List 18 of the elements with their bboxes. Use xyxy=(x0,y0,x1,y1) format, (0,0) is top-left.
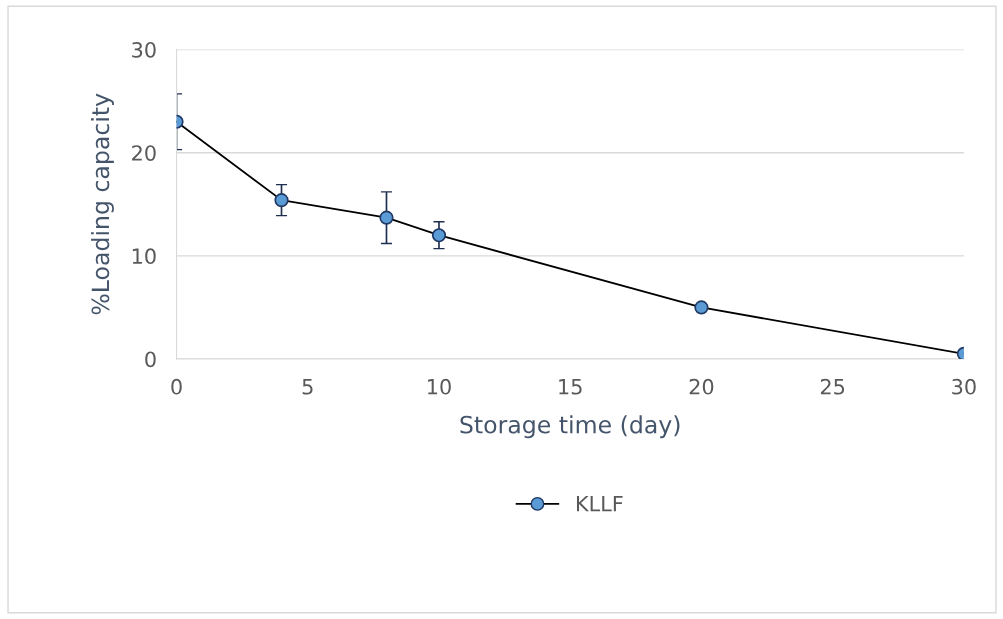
legend-label: KLLF xyxy=(576,496,623,512)
point xyxy=(274,193,289,208)
x-tick-label: 5 xyxy=(302,379,313,395)
x-tick-label: 20 xyxy=(689,378,714,395)
x-tick-label: 25 xyxy=(820,378,845,395)
y-axis-title: %Loading capacity xyxy=(91,93,114,315)
x-tick-label: 10 xyxy=(428,378,451,395)
point xyxy=(694,300,709,315)
point xyxy=(379,210,394,225)
x-axis-title: Storage time (day) xyxy=(460,415,680,439)
x-tick-label: 30 xyxy=(952,378,976,395)
x-tick-label: 0 xyxy=(171,378,182,395)
y-tick-label: 10 xyxy=(132,248,156,265)
point xyxy=(431,228,447,243)
y-tick-label: 0 xyxy=(145,351,156,368)
y-tick-label: 30 xyxy=(132,41,156,58)
x-tick-label: 15 xyxy=(559,379,582,395)
y-tick-label: 20 xyxy=(132,145,156,161)
